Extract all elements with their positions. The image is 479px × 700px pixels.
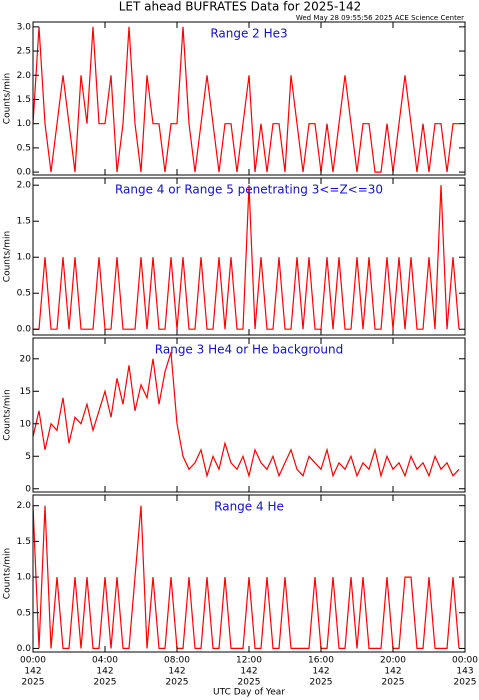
data-line	[33, 185, 460, 330]
panel-title: Range 4 He	[214, 500, 284, 514]
x-axis-label: UTC Day of Year	[213, 688, 285, 698]
data-line	[32, 352, 460, 479]
panel-title: Range 3 He4 or He background	[155, 343, 343, 357]
x-tick-label: 2025	[94, 678, 117, 688]
x-tick-label: 142	[312, 667, 329, 677]
y-tick-label: 0.5	[17, 143, 31, 153]
x-tick-label: 00:00	[20, 656, 46, 666]
x-tick-label: 142	[168, 667, 185, 677]
x-tick-label: 142	[96, 667, 113, 677]
y-tick-label: 5	[25, 452, 31, 462]
x-tick-label: 2025	[310, 678, 333, 688]
data-line	[32, 26, 459, 173]
x-tick-label: 2025	[382, 678, 405, 688]
y-tick-label: 2.0	[17, 71, 32, 81]
y-tick-label: 20	[20, 354, 32, 364]
y-tick-label: 0.5	[17, 289, 31, 299]
x-tick-label: 2025	[166, 678, 189, 688]
y-tick-label: 2.0	[17, 501, 32, 511]
plot-frame	[32, 177, 466, 336]
y-tick-label: 1.5	[17, 217, 31, 227]
x-tick-label: 142	[240, 667, 257, 677]
y-tick-label: 15	[20, 387, 31, 397]
x-tick-label: 2025	[238, 678, 261, 688]
x-tick-label: 00:00	[452, 656, 478, 666]
y-tick-label: 0.0	[17, 644, 32, 654]
y-tick-label: 1.5	[17, 537, 31, 547]
y-tick-label: 1.5	[17, 95, 31, 105]
y-tick-label: 0.0	[17, 325, 32, 335]
x-tick-label: 08:00	[164, 656, 190, 666]
data-line	[32, 505, 460, 649]
x-tick-label: 142	[384, 667, 401, 677]
x-tick-label: 2025	[454, 678, 477, 688]
y-tick-label: 10	[20, 419, 32, 429]
y-tick-label: 0	[25, 484, 31, 494]
x-tick-label: 16:00	[308, 656, 334, 666]
y-tick-label: 2.0	[17, 181, 32, 191]
y-axis-label: Counts/min	[3, 73, 13, 124]
panel-title: Range 2 He3	[210, 27, 287, 41]
x-tick-label: 20:00	[380, 656, 406, 666]
page-title: LET ahead BUFRATES Data for 2025-142	[119, 0, 361, 14]
y-tick-label: 2.5	[17, 47, 31, 57]
x-tick-label: 12:00	[236, 656, 262, 666]
y-axis-label: Counts/min	[3, 548, 13, 599]
y-tick-label: 1.0	[17, 253, 32, 263]
y-axis-label: Counts/min	[3, 389, 13, 440]
y-tick-label: 0.5	[17, 608, 31, 618]
x-tick-label: 04:00	[92, 656, 118, 666]
timestamp: Wed May 28 09:55:56 2025 ACE Science Cen…	[296, 14, 464, 22]
x-tick-label: 143	[456, 667, 473, 677]
y-axis-label: Counts/min	[3, 231, 13, 282]
y-tick-label: 1.0	[17, 119, 32, 129]
y-tick-label: 1.0	[17, 573, 32, 583]
x-tick-label: 2025	[22, 678, 45, 688]
y-tick-label: 3.0	[17, 22, 32, 32]
y-tick-label: 0.0	[17, 168, 32, 178]
panel-title: Range 4 or Range 5 penetrating 3<=Z<=30	[115, 183, 383, 197]
x-tick-label: 142	[24, 667, 41, 677]
